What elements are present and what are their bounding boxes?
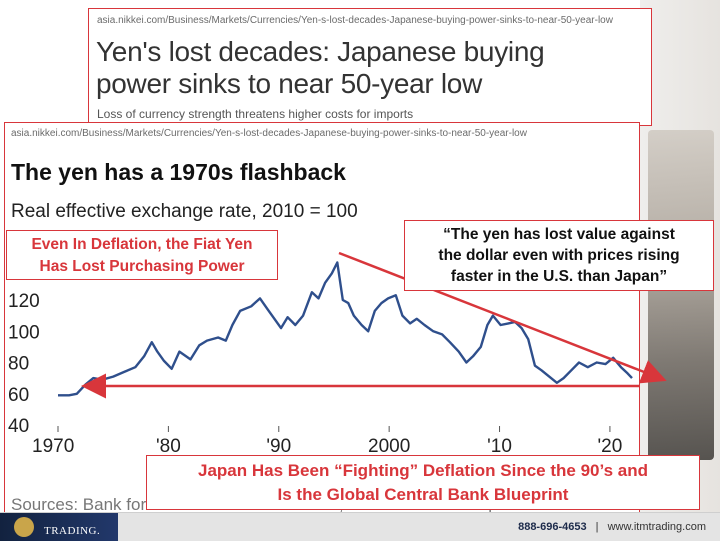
footer-separator: | — [596, 521, 599, 533]
callout-deflation: Japan Has Been “Fighting” Deflation Sinc… — [146, 455, 700, 510]
footer-contact: 888-696-4653 | www.itmtrading.com — [518, 521, 706, 533]
x-tick-label: '20 — [598, 436, 623, 457]
y-tick-label: 100 — [8, 322, 40, 343]
callout-line: “The yen has lost value against — [405, 224, 713, 245]
x-tick-label: 1970 — [32, 436, 74, 457]
callout-line: Even In Deflation, the Fiat Yen — [7, 234, 277, 256]
callout-line: Is the Global Central Bank Blueprint — [147, 483, 699, 507]
y-tick-label: 60 — [8, 385, 29, 406]
x-tick-label: '80 — [156, 436, 181, 457]
x-axis: 1970 '80 '90 2000 '10 '20 — [32, 426, 622, 457]
callout-quote: “The yen has lost value against the doll… — [404, 220, 714, 291]
y-tick-label: 120 — [8, 291, 40, 312]
x-tick-label: '10 — [487, 436, 512, 457]
callout-line: Japan Has Been “Fighting” Deflation Sinc… — [147, 459, 699, 483]
x-tick-label: '90 — [266, 436, 291, 457]
callout-purchasing-power: Even In Deflation, the Fiat Yen Has Lost… — [6, 230, 278, 280]
callout-line: Has Lost Purchasing Power — [7, 256, 277, 278]
callout-line: faster in the U.S. than Japan” — [405, 266, 713, 287]
x-tick-label: 2000 — [368, 436, 410, 457]
footer-phone[interactable]: 888-696-4653 — [518, 521, 587, 533]
brand-logo[interactable]: TRADING. — [0, 513, 118, 541]
footer-website[interactable]: www.itmtrading.com — [608, 521, 706, 533]
brand-name: TRADING. — [44, 525, 100, 537]
y-axis: 40 60 80 100 120 — [8, 291, 40, 437]
y-tick-label: 80 — [8, 354, 29, 375]
y-tick-label: 40 — [8, 416, 29, 437]
callout-line: the dollar even with prices rising — [405, 245, 713, 266]
footer-bar: TRADING. 888-696-4653 | www.itmtrading.c… — [0, 512, 720, 541]
logo-mark-icon — [14, 517, 34, 537]
